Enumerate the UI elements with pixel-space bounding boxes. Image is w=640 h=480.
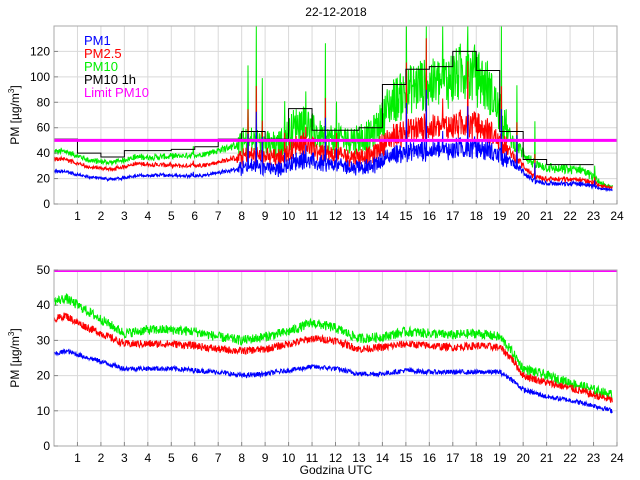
x-tick-label: 3	[121, 209, 128, 223]
y-tick-label: 100	[30, 70, 50, 84]
x-tick-label: 14	[376, 209, 390, 223]
x-tick-label: 23	[587, 209, 601, 223]
x-tick-label: 11	[306, 451, 319, 465]
bottom-series	[53, 270, 617, 414]
x-axis-label: Godzina UTC	[300, 463, 373, 477]
bottom-grid	[54, 269, 617, 447]
x-tick-label: 9	[262, 451, 269, 465]
bottom-plot: 1 2 3 4 5 6 7 8 9 10 11 12 13 14 15 16 17 18 19 20 21 22 23 240…	[7, 263, 624, 477]
x-tick-label: 5	[168, 209, 175, 223]
y-tick-label: 120	[30, 44, 50, 58]
y-tick-label: 20	[37, 369, 51, 383]
pm1-line	[53, 89, 613, 193]
top-axes: 1 2 3 4 5 6 7 8 9 10 11 12 13 14 15 16 17 18 19 20 21 22 23 240…	[30, 25, 624, 223]
x-tick-label: 24	[610, 451, 624, 465]
bottom-y-axis-label: PM [µg/m3]	[7, 328, 22, 387]
x-tick-label: 5	[168, 451, 175, 465]
y-tick-label: 0	[43, 197, 50, 211]
x-tick-label: 21	[540, 209, 554, 223]
x-tick-label: 17	[446, 451, 460, 465]
x-tick-label: 11	[306, 209, 319, 223]
x-tick-label: 23	[587, 451, 601, 465]
x-tick-label: 2	[98, 451, 105, 465]
x-tick-label: 15	[399, 451, 413, 465]
x-tick-label: 3	[121, 451, 128, 465]
legend-pm1: PM1	[84, 33, 111, 48]
pm1-line	[53, 348, 613, 414]
x-tick-label: 6	[191, 451, 198, 465]
y-tick-label: 80	[37, 95, 51, 109]
x-tick-label: 2	[98, 209, 105, 223]
y-tick-label: 50	[37, 263, 51, 277]
x-tick-label: 10	[282, 209, 296, 223]
x-tick-label: 22	[563, 451, 577, 465]
x-tick-label: 24	[610, 209, 624, 223]
legend-pm10: PM10	[84, 59, 118, 74]
x-tick-label: 15	[399, 209, 413, 223]
y-tick-label: 20	[37, 172, 51, 186]
pm25-line	[53, 38, 613, 190]
x-tick-label: 8	[238, 451, 245, 465]
x-tick-label: 4	[144, 451, 151, 465]
x-tick-label: 13	[352, 209, 366, 223]
x-tick-label: 1	[74, 451, 81, 465]
legend: PM1 PM2.5 PM10 PM10 1h Limit PM10	[84, 33, 149, 100]
y-tick-label: 10	[37, 404, 51, 418]
x-tick-label: 8	[238, 209, 245, 223]
x-tick-label: 4	[144, 209, 151, 223]
top-y-axis-label: PM [µg/m3]	[7, 85, 22, 144]
x-tick-label: 12	[329, 451, 343, 465]
pm10-line	[53, 293, 613, 400]
y-tick-label: 40	[37, 146, 51, 160]
pm10-line	[53, 25, 613, 189]
x-tick-label: 1	[74, 209, 81, 223]
x-tick-label: 18	[470, 209, 484, 223]
x-tick-label: 21	[540, 451, 554, 465]
x-tick-label: 20	[516, 451, 530, 465]
y-tick-label: 30	[37, 333, 51, 347]
y-tick-label: 60	[37, 121, 51, 135]
x-tick-label: 6	[191, 209, 198, 223]
x-tick-label: 19	[493, 451, 507, 465]
legend-pm10-1h: PM10 1h	[84, 72, 136, 87]
bottom-axes: 1 2 3 4 5 6 7 8 9 10 11 12 13 14 15 16 17 18 19 20 21 22 23 240…	[37, 263, 624, 465]
x-tick-label: 14	[376, 451, 390, 465]
x-tick-label: 7	[215, 209, 222, 223]
x-tick-label: 12	[329, 209, 343, 223]
pm25-line	[53, 312, 613, 403]
x-tick-label: 20	[516, 209, 530, 223]
x-tick-label: 17	[446, 209, 460, 223]
top-plot: 1 2 3 4 5 6 7 8 9 10 11 12 13 14 15 16 17 18 19 20 21 22 23 240…	[7, 25, 624, 223]
x-tick-label: 9	[262, 209, 269, 223]
pm10-1h-line	[54, 50, 594, 166]
top-series	[53, 25, 617, 193]
x-tick-label: 13	[352, 451, 366, 465]
x-tick-label: 16	[423, 209, 437, 223]
x-tick-label: 16	[423, 451, 437, 465]
y-tick-label: 40	[37, 298, 51, 312]
x-tick-label: 19	[493, 209, 507, 223]
x-tick-label: 7	[215, 451, 222, 465]
x-tick-label: 18	[470, 451, 484, 465]
legend-limit-pm10: Limit PM10	[84, 85, 149, 100]
chart-title: 22-12-2018	[305, 5, 367, 19]
x-tick-label: 22	[563, 209, 577, 223]
x-tick-label: 10	[282, 451, 296, 465]
legend-pm25: PM2.5	[84, 46, 122, 61]
y-tick-label: 0	[43, 439, 50, 453]
